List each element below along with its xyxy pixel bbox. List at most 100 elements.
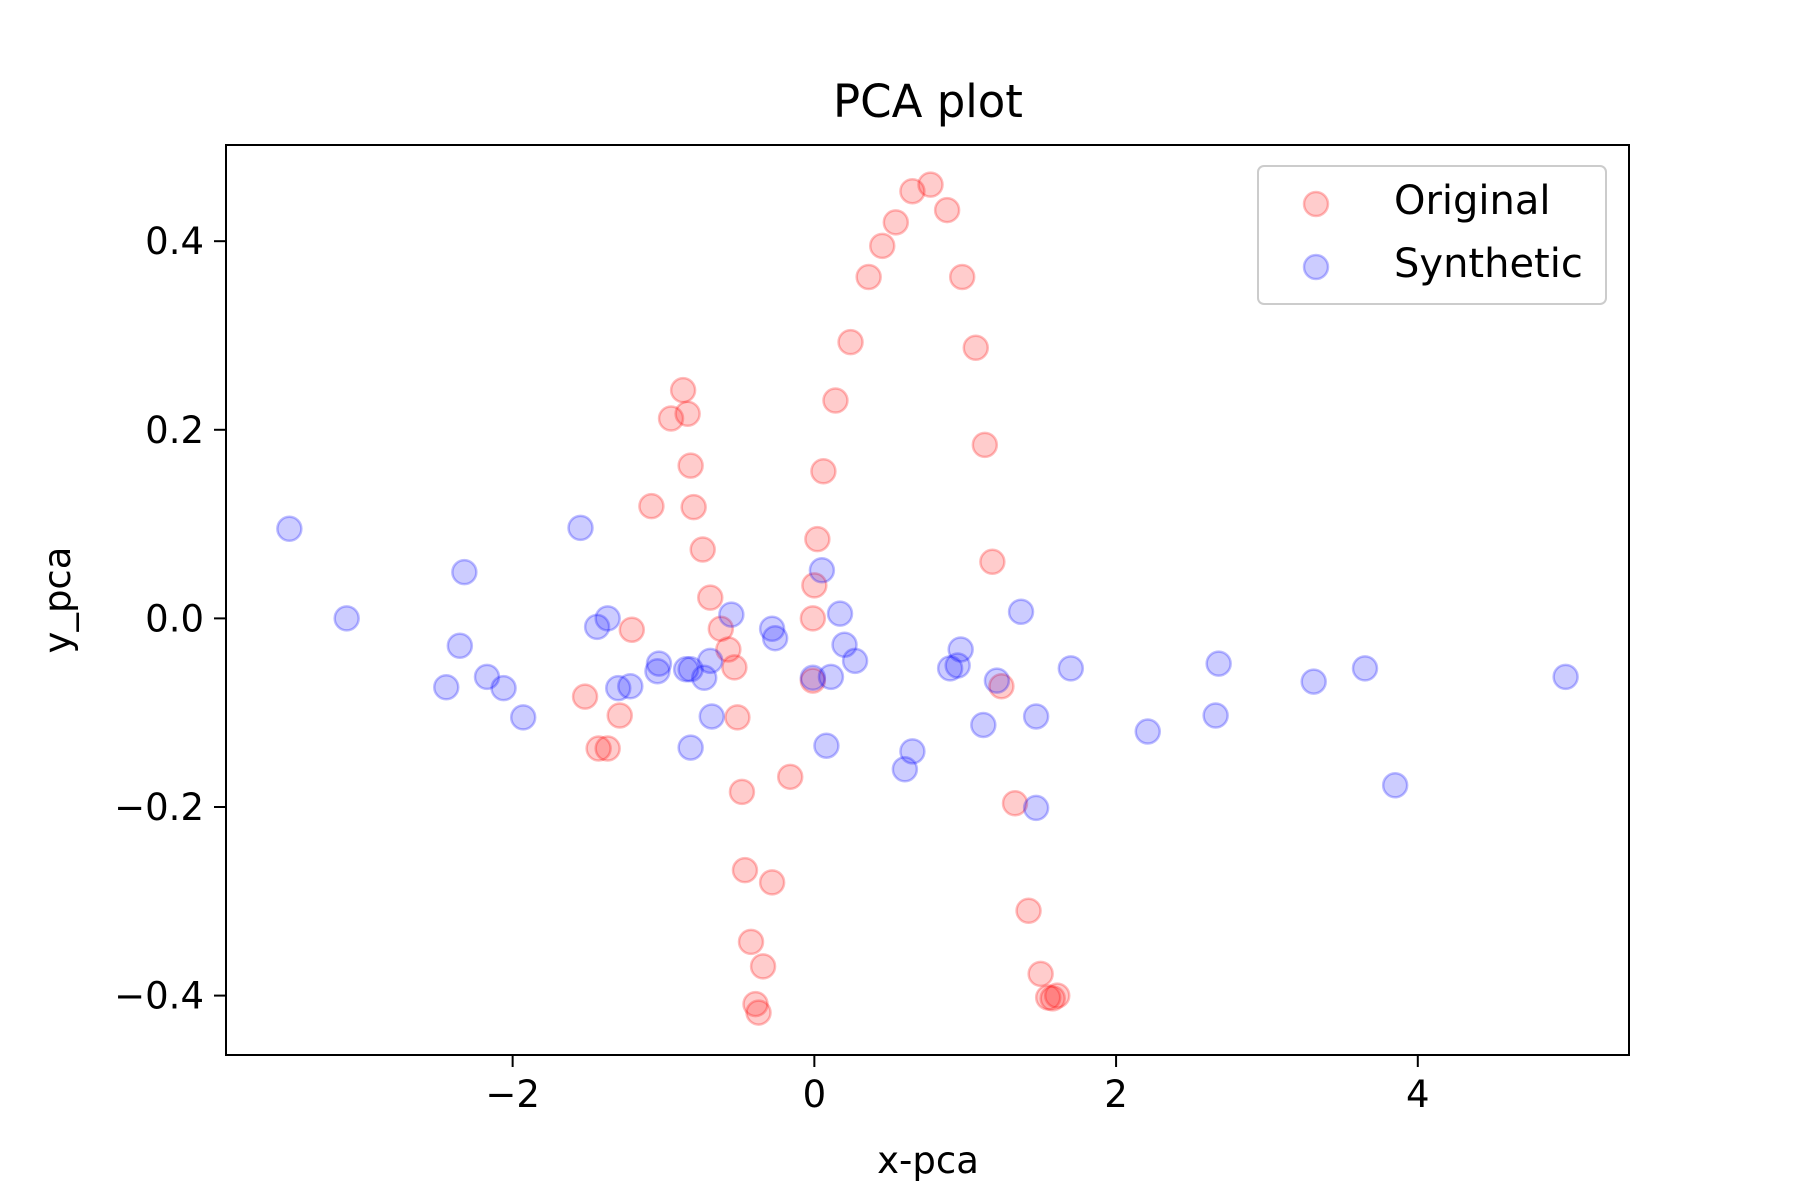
point-synthetic [1552,663,1579,691]
point-synthetic [1022,703,1050,730]
series-original [571,171,1071,1026]
point-original [837,328,864,356]
point-synthetic [1134,718,1162,745]
y-axis-label: y_pca [36,547,79,654]
point-original [689,536,716,563]
point-synthetic [677,734,704,761]
point-original [737,928,765,956]
point-synthetic [617,673,644,700]
series-synthetic [276,514,1579,822]
point-synthetic [645,650,673,677]
point-original [799,667,827,694]
point-synthetic [983,667,1011,694]
point-original [1015,897,1042,924]
point-original [933,196,961,224]
point-original [742,990,769,1018]
legend-marker-synthetic [1302,253,1330,281]
point-synthetic [970,711,997,739]
point-original [799,605,827,632]
point-original [948,263,976,291]
point-synthetic [808,557,836,584]
point-original [606,702,633,729]
y-tick-label: −0.4 [114,975,204,1018]
point-synthetic [604,674,632,702]
point-synthetic [936,655,964,682]
point-synthetic [817,663,845,691]
point-original [1027,960,1054,988]
point-synthetic [841,647,869,675]
point-original [971,431,999,459]
point-original [618,616,646,643]
point-synthetic [433,673,460,701]
point-synthetic [1007,598,1035,626]
point-original [585,735,612,762]
point-synthetic [891,756,919,783]
y-tick-label: 0.2 [145,409,204,452]
point-synthetic [944,652,971,679]
point-original [801,572,828,599]
point-synthetic [1381,772,1409,799]
point-synthetic [672,656,700,683]
point-original [669,376,697,404]
point-original [810,458,837,485]
point-synthetic [509,704,537,731]
point-original [594,735,621,762]
point-original [822,387,849,414]
legend-label-original: Original [1394,178,1551,224]
point-original [855,263,882,291]
axes: −2 0 2 4 −0.4 −0.2 0.0 0.2 0.4 [114,220,1429,1116]
x-tick-label: 2 [1104,1073,1128,1116]
point-original [758,869,786,896]
point-synthetic [947,636,974,663]
point-original [882,209,910,236]
point-synthetic [1205,650,1232,677]
point-original [1001,789,1029,817]
point-synthetic [567,514,594,542]
point-original [657,405,685,432]
point-synthetic [758,615,786,643]
point-original [749,953,777,980]
point-synthetic [677,656,704,683]
point-original [571,683,599,710]
point-original [674,400,701,428]
point-original [979,548,1006,576]
point-synthetic [490,674,517,702]
point-synthetic [690,664,718,692]
point-synthetic [276,515,303,543]
point-synthetic [698,703,726,730]
point-original [917,171,944,198]
point-synthetic [473,663,501,691]
legend-box [1257,165,1607,305]
legend-label-synthetic: Synthetic [1394,241,1583,287]
point-original [745,999,772,1026]
point-original [1034,984,1062,1011]
point-synthetic [333,605,360,632]
point-original [988,673,1015,700]
chart-title: PCA plot [833,75,1023,128]
point-original [680,493,707,521]
point-original [962,334,990,361]
point-original [899,177,926,205]
point-original [868,232,896,260]
point-synthetic [644,657,671,685]
point-synthetic [583,613,611,641]
point-original [1039,985,1066,1012]
point-synthetic [831,631,858,659]
legend-marker-original [1302,190,1330,218]
axes-frame [225,144,1630,1056]
point-synthetic [899,738,926,765]
x-tick-label: 0 [803,1073,827,1116]
point-synthetic [697,647,724,675]
point-original [715,636,742,663]
point-original [721,654,748,681]
point-original [804,525,831,553]
point-original [677,452,704,479]
y-tick-label: −0.2 [114,786,204,829]
point-original [707,615,735,643]
point-original [776,763,804,791]
point-original [728,778,756,806]
point-synthetic [761,624,789,652]
x-tick-label: −2 [485,1073,540,1116]
